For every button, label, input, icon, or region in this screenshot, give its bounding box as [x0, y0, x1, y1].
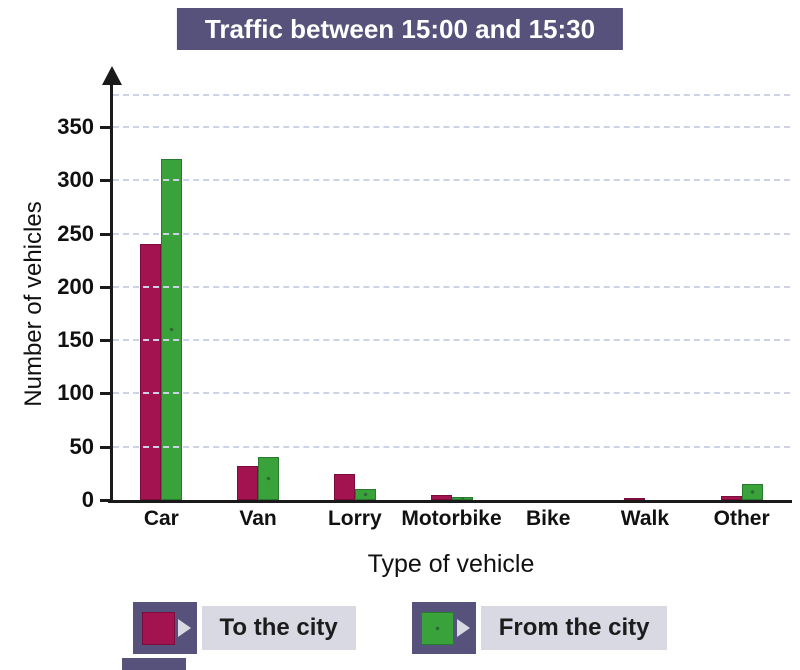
y-axis-arrow-icon	[102, 66, 122, 85]
bar-to-city-walk	[623, 498, 645, 500]
legend-chip-to-the-city	[132, 602, 197, 654]
y-tick	[100, 179, 110, 183]
y-tick	[100, 125, 110, 129]
bar-to-city-van	[237, 466, 259, 500]
bar-to-city-lorry	[333, 474, 355, 500]
x-category-label: Other	[713, 507, 770, 530]
legend: To the city From the city	[0, 602, 800, 654]
x-category-label: Walk	[620, 507, 670, 530]
gridline	[113, 232, 790, 235]
y-tick	[100, 392, 110, 396]
legend-label-from-the-city: From the city	[480, 606, 668, 650]
legend-swatch-from-the-city	[420, 611, 454, 645]
chart-title: Traffic between 15:00 and 15:30	[176, 8, 624, 50]
y-axis-line	[110, 84, 113, 503]
arrow-right-icon	[177, 619, 191, 637]
gridline	[113, 339, 790, 342]
x-axis-label: Type of vehicle	[367, 550, 535, 578]
y-tick-label: 350	[57, 113, 94, 139]
y-tick-label: 0	[81, 487, 94, 512]
x-axis-line	[108, 500, 792, 503]
gridline	[113, 125, 790, 128]
bar-to-city-motorbike	[430, 495, 452, 500]
bar-from-city-other	[741, 484, 763, 500]
x-category-label: Bike	[526, 507, 571, 530]
bar-from-city-car	[161, 159, 183, 500]
arrow-right-icon	[456, 619, 470, 637]
bar-to-city-other	[720, 496, 742, 500]
x-category-label: Car	[143, 507, 179, 530]
gridline	[113, 445, 790, 448]
gridline	[113, 179, 790, 182]
legend-swatch-to-the-city	[141, 611, 175, 645]
bar-from-city-van	[258, 457, 280, 500]
x-category-label: Motorbike	[401, 507, 502, 530]
x-category-label: Lorry	[327, 507, 382, 530]
y-tick	[100, 339, 110, 343]
gridline	[113, 392, 790, 395]
y-tick-label: 200	[57, 273, 94, 299]
gridline	[113, 94, 790, 96]
y-tick	[100, 285, 110, 289]
y-tick	[100, 232, 110, 236]
y-tick	[100, 499, 110, 502]
legend-label-to-the-city: To the city	[201, 606, 356, 650]
y-tick-label: 50	[69, 433, 94, 459]
legend-item-from-the-city: From the city	[411, 602, 668, 654]
x-category-label: Van	[239, 507, 277, 530]
y-tick-label: 100	[57, 380, 94, 406]
y-tick-label: 300	[57, 167, 94, 193]
y-tick-label: 250	[57, 220, 94, 246]
gridline	[113, 285, 790, 288]
bar-from-city-motorbike	[451, 497, 473, 500]
cropped-legend-box	[122, 658, 186, 670]
legend-item-to-the-city: To the city	[132, 602, 356, 654]
y-tick-label: 150	[57, 327, 94, 353]
y-tick	[100, 445, 110, 449]
legend-chip-from-the-city	[411, 602, 476, 654]
bar-to-city-car	[140, 244, 162, 500]
bar-from-city-lorry	[354, 489, 376, 500]
